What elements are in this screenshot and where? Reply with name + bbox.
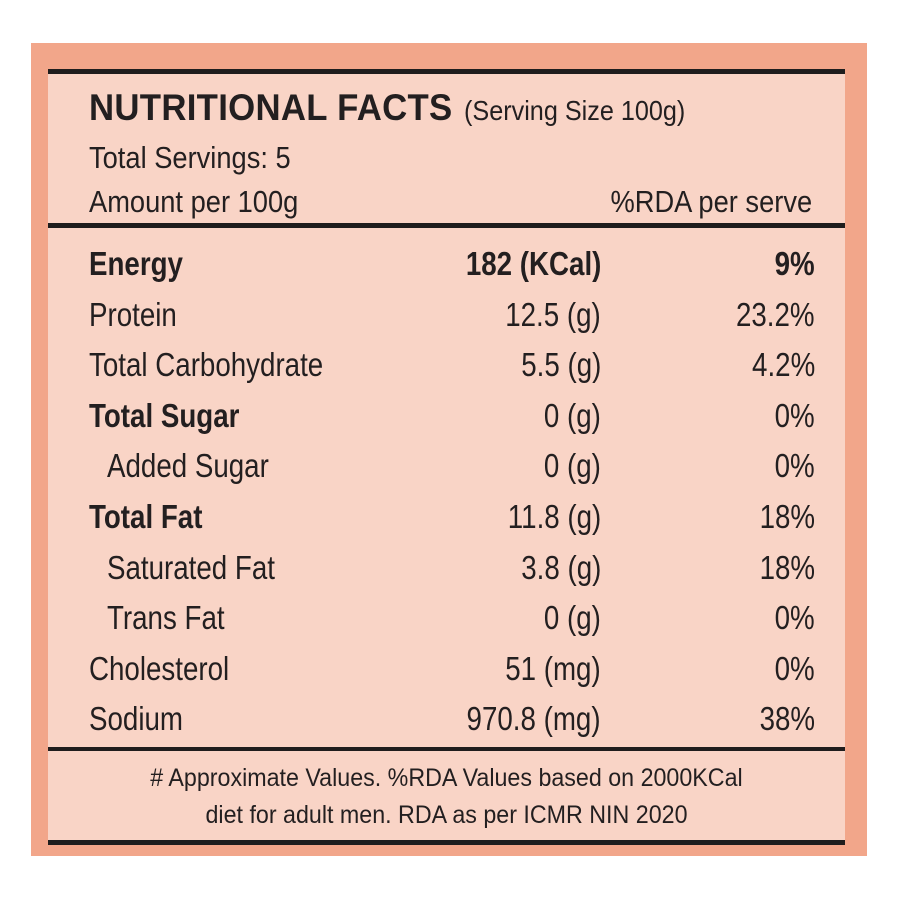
- footnote: # Approximate Values. %RDA Values based …: [48, 760, 845, 834]
- nutrient-rda: 0%: [774, 649, 815, 687]
- amount-column-header: Amount per 100g: [89, 184, 299, 219]
- nutrient-row-saturated-fat: Saturated Fat 3.8 (g) 18%: [48, 543, 845, 594]
- nutrient-row-cholesterol: Cholesterol 51 (mg) 0%: [48, 644, 845, 695]
- nutrient-amount: 0 (g): [543, 396, 601, 434]
- nutrient-rda: 0%: [774, 447, 815, 485]
- nutrient-row-protein: Protein 12.5 (g) 23.2%: [48, 290, 845, 341]
- nutrient-rda: 38%: [759, 700, 815, 738]
- nutrient-row-total-sugar: Total Sugar 0 (g) 0%: [48, 391, 845, 442]
- nutrient-rda: 0%: [774, 396, 815, 434]
- nutrient-amount: 12.5 (g): [505, 295, 601, 333]
- nutrient-name: Total Carbohydrate: [89, 346, 324, 384]
- nutrient-name: Total Fat: [89, 497, 203, 535]
- title-row: NUTRITIONAL FACTS (Serving Size 100g): [89, 87, 710, 129]
- nutrient-table: Energy 182 (KCal) 9% Protein 12.5 (g) 23…: [48, 239, 845, 745]
- label-title: NUTRITIONAL FACTS: [89, 87, 453, 128]
- nutrient-row-added-sugar: Added Sugar 0 (g) 0%: [48, 441, 845, 492]
- nutrient-row-total-fat: Total Fat 11.8 (g) 18%: [48, 492, 845, 543]
- nutrient-name: Saturated Fat: [107, 548, 275, 586]
- rda-column-header: %RDA per serve: [610, 184, 812, 219]
- nutrient-name: Total Sugar: [89, 396, 240, 434]
- nutrient-amount: 3.8 (g): [520, 548, 601, 586]
- nutrient-name: Energy: [89, 245, 183, 282]
- nutrient-name: Added Sugar: [107, 447, 269, 485]
- nutrient-amount: 11.8 (g): [507, 497, 601, 535]
- nutrient-row-total-carbohydrate: Total Carbohydrate 5.5 (g) 4.2%: [48, 340, 845, 391]
- nutrient-rda: 4.2%: [751, 346, 815, 384]
- nutrient-amount: 5.5 (g): [520, 346, 601, 384]
- footnote-line-1: # Approximate Values. %RDA Values based …: [150, 764, 743, 792]
- nutrition-facts-label: NUTRITIONAL FACTS (Serving Size 100g) To…: [48, 69, 845, 845]
- serving-size: (Serving Size 100g): [464, 95, 686, 126]
- nutrient-amount: 51 (mg): [505, 649, 601, 687]
- footnote-line-2: diet for adult men. RDA as per ICMR NIN …: [205, 801, 688, 829]
- nutrient-amount: 970.8 (mg): [466, 700, 601, 738]
- nutrient-amount: 0 (g): [543, 447, 601, 485]
- nutrient-rda: 0%: [774, 599, 815, 637]
- nutrient-row-trans-fat: Trans Fat 0 (g) 0%: [48, 593, 845, 644]
- nutrient-rda: 9%: [774, 245, 815, 282]
- nutrient-amount: 182 (KCal): [465, 245, 601, 282]
- nutrient-name: Protein: [89, 295, 177, 333]
- nutrient-name: Cholesterol: [89, 649, 230, 687]
- nutrient-amount: 0 (g): [543, 599, 601, 637]
- nutrient-name: Sodium: [89, 700, 183, 738]
- header-divider: [48, 223, 845, 228]
- nutrient-rda: 23.2%: [736, 295, 815, 333]
- nutrient-row-energy: Energy 182 (KCal) 9%: [48, 239, 845, 290]
- nutrient-row-sodium: Sodium 970.8 (mg) 38%: [48, 694, 845, 745]
- nutrient-name: Trans Fat: [107, 599, 225, 637]
- footnote-divider: [48, 747, 845, 751]
- total-servings: Total Servings: 5: [89, 140, 291, 175]
- nutrient-rda: 18%: [759, 548, 815, 586]
- nutrient-rda: 18%: [759, 497, 815, 535]
